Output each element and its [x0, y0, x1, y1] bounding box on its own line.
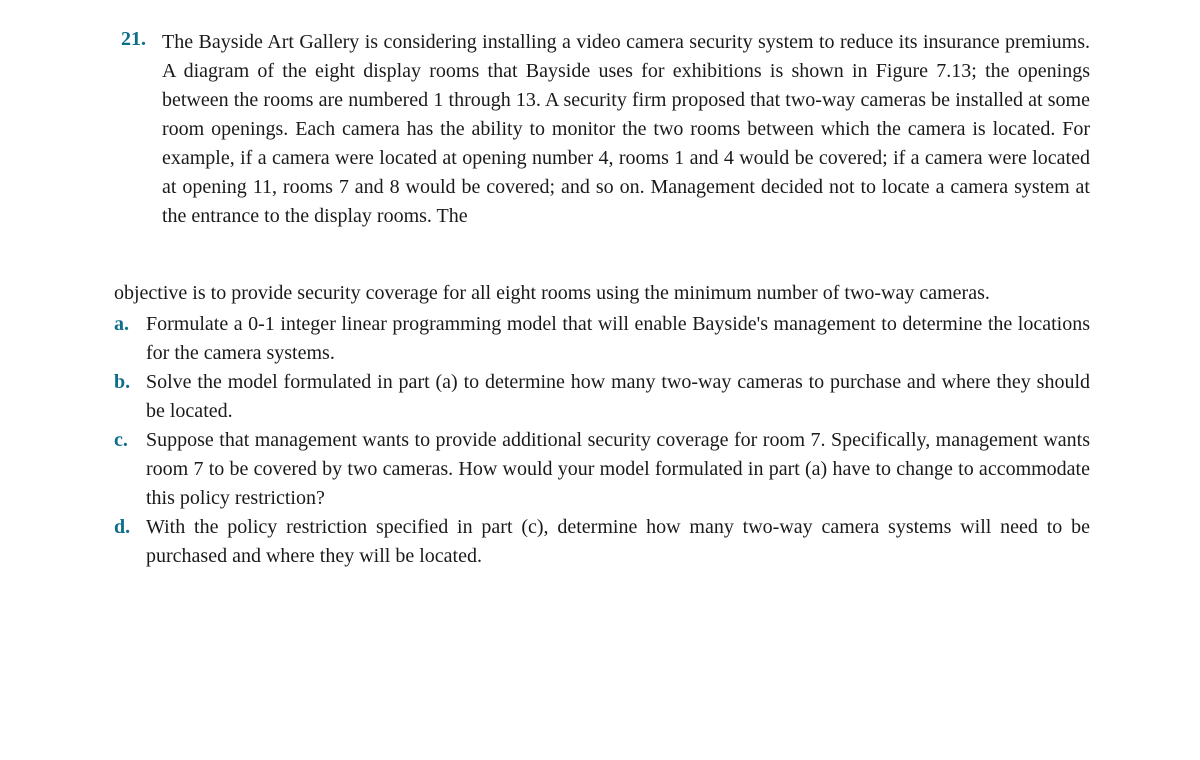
parts-list: a. Formulate a 0-1 integer linear progra…: [114, 310, 1090, 571]
part-item: d. With the policy restriction specified…: [114, 513, 1090, 571]
part-label: b.: [114, 368, 146, 397]
part-text: Suppose that management wants to provide…: [146, 426, 1090, 513]
part-label: a.: [114, 310, 146, 339]
question-intro-text: The Bayside Art Gallery is considering i…: [162, 28, 1090, 231]
part-item: b. Solve the model formulated in part (a…: [114, 368, 1090, 426]
question-intro-block: 21. The Bayside Art Gallery is consideri…: [90, 28, 1090, 231]
question-number: 21.: [90, 28, 162, 51]
part-label: d.: [114, 513, 146, 542]
part-text: Formulate a 0-1 integer linear programmi…: [146, 310, 1090, 368]
part-label: c.: [114, 426, 146, 455]
page: 21. The Bayside Art Gallery is consideri…: [0, 0, 1200, 571]
part-text: With the policy restriction specified in…: [146, 513, 1090, 571]
question-continuation-block: objective is to provide security coverag…: [114, 279, 1090, 571]
part-item: a. Formulate a 0-1 integer linear progra…: [114, 310, 1090, 368]
part-text: Solve the model formulated in part (a) t…: [146, 368, 1090, 426]
question-continuation-text: objective is to provide security coverag…: [114, 282, 990, 304]
part-item: c. Suppose that management wants to prov…: [114, 426, 1090, 513]
numbered-row: 21. The Bayside Art Gallery is consideri…: [90, 28, 1090, 231]
